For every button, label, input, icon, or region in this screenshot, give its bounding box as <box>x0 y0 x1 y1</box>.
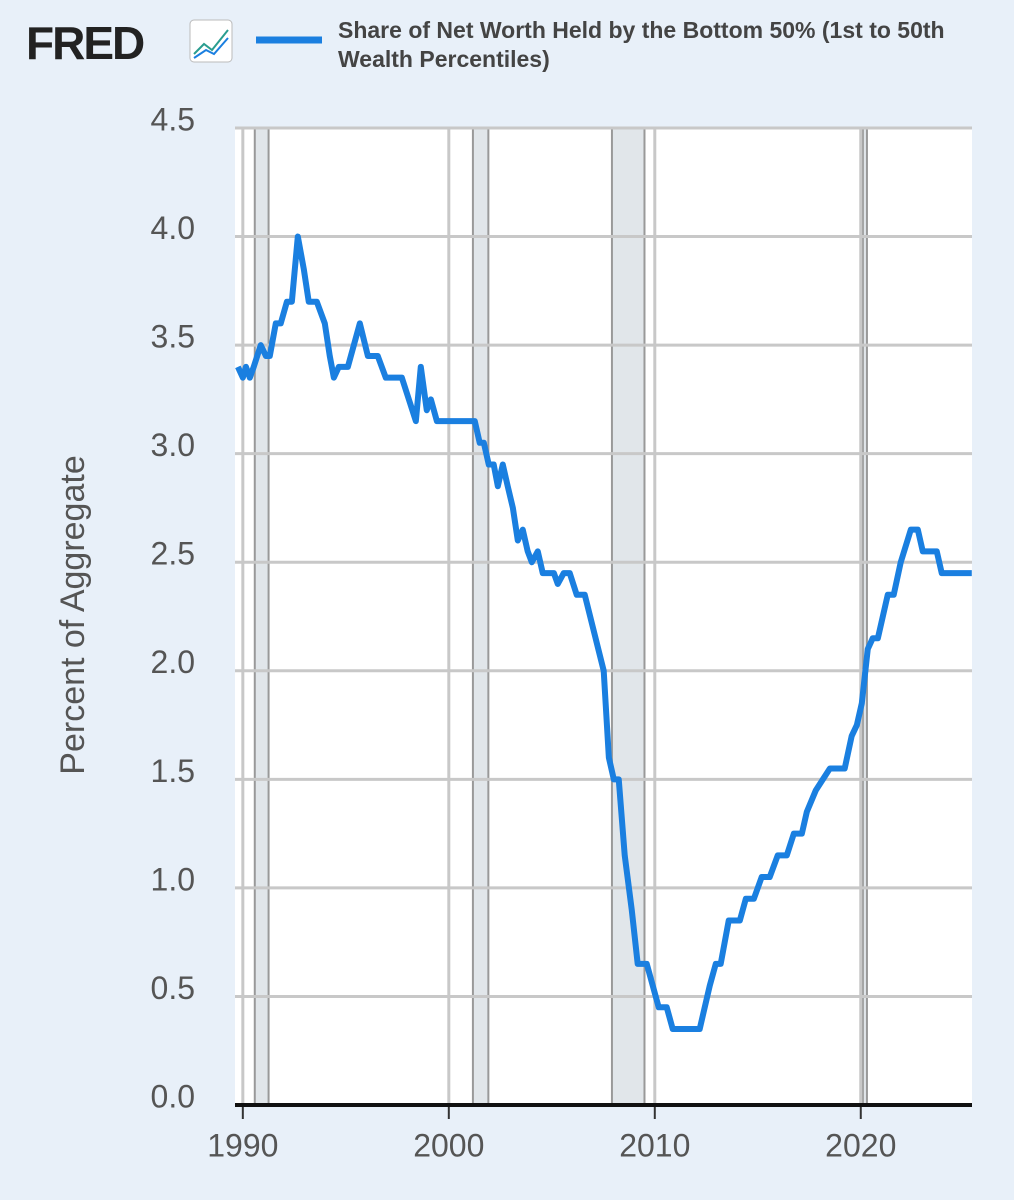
logo-icon <box>189 19 233 63</box>
y-tick-label: 3.0 <box>151 427 195 463</box>
y-tick-label: 1.0 <box>151 861 195 897</box>
y-tick-label: 4.5 <box>151 101 195 137</box>
logo: FRED <box>26 17 145 69</box>
y-tick-label: 0.5 <box>151 970 195 1006</box>
data-line <box>235 233 972 1033</box>
y-tick-label: 4.0 <box>151 210 195 246</box>
x-tick-label: 2010 <box>619 1127 690 1163</box>
y-tick-label: 1.5 <box>151 753 195 789</box>
y-tick-label: 2.0 <box>151 644 195 680</box>
plot-area <box>235 128 972 1105</box>
y-tick-label: 0.0 <box>151 1078 195 1114</box>
x-tick-label: 2000 <box>413 1127 484 1163</box>
recession-band <box>610 127 646 1106</box>
x-tick-label: 2020 <box>825 1127 896 1163</box>
y-axis-label: Percent of Aggregate <box>54 455 92 774</box>
x-tick-label: 1990 <box>207 1127 278 1163</box>
recession-band <box>471 127 490 1106</box>
y-tick-label: 2.5 <box>151 536 195 572</box>
recession-band <box>253 127 270 1106</box>
recession-band <box>861 127 868 1106</box>
logo-icon-line <box>193 29 229 55</box>
logo-icon-line <box>193 37 229 59</box>
legend-label: Share of Net Worth Held by the Bottom 50… <box>338 17 945 72</box>
y-tick-label: 3.5 <box>151 319 195 355</box>
